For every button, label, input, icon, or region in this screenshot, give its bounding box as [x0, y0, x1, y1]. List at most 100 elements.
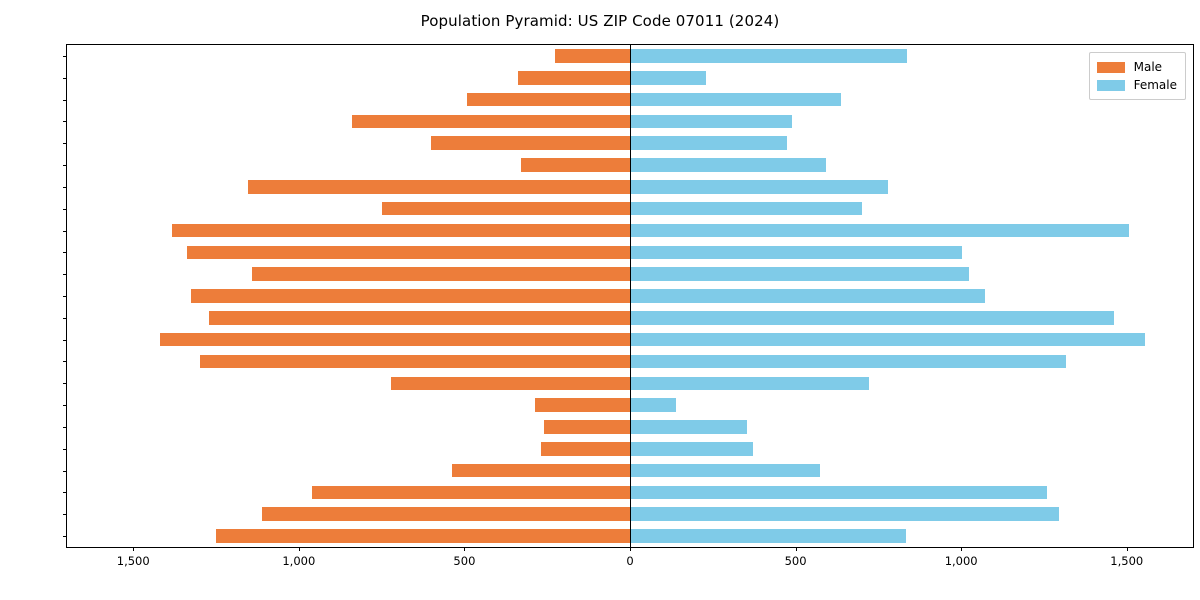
bar-male[interactable]	[248, 180, 630, 194]
bar-male[interactable]	[159, 332, 630, 347]
bar-female[interactable]	[630, 332, 1146, 347]
pyramid-row	[67, 158, 1193, 172]
pyramid-row	[67, 223, 1193, 238]
bar-female[interactable]	[630, 442, 753, 456]
bar-female[interactable]	[630, 311, 1114, 325]
y-tick-mark	[63, 165, 67, 167]
bar-male[interactable]	[543, 420, 630, 434]
x-tick-mark	[133, 547, 135, 551]
x-tick-label: 1,500	[116, 554, 150, 568]
bar-male[interactable]	[312, 485, 630, 500]
bar-male[interactable]	[431, 136, 630, 150]
bar-male[interactable]	[208, 311, 630, 325]
chart-legend[interactable]: Male Female	[1088, 52, 1186, 100]
bar-male[interactable]	[518, 70, 630, 85]
y-tick-mark	[63, 77, 67, 79]
pyramid-row	[67, 463, 1193, 478]
bar-female[interactable]	[630, 507, 1059, 522]
y-tick-mark	[63, 317, 67, 319]
pyramid-row	[67, 311, 1193, 325]
bar-female[interactable]	[630, 354, 1067, 369]
bar-female[interactable]	[630, 158, 827, 172]
y-tick-mark	[63, 121, 67, 123]
legend-label-female: Female	[1133, 78, 1177, 92]
pyramid-row	[67, 289, 1193, 303]
x-tick-mark	[464, 547, 466, 551]
y-tick-mark	[63, 405, 67, 407]
y-tick-mark	[63, 230, 67, 232]
x-tick-label: 1,000	[282, 554, 316, 568]
legend-item-female[interactable]: Female	[1096, 76, 1177, 94]
bar-male[interactable]	[534, 398, 630, 412]
x-tick-mark	[298, 547, 300, 551]
bar-female[interactable]	[630, 463, 821, 478]
bar-female[interactable]	[630, 180, 888, 194]
bar-male[interactable]	[351, 114, 630, 129]
x-tick-label: 500	[453, 554, 476, 568]
bar-female[interactable]	[630, 223, 1129, 238]
y-tick-mark	[63, 296, 67, 297]
y-tick-mark	[63, 274, 67, 276]
bar-male[interactable]	[190, 289, 630, 303]
pyramid-row	[67, 332, 1193, 347]
pyramid-row	[67, 114, 1193, 129]
legend-swatch-male-icon	[1096, 61, 1125, 73]
bar-male[interactable]	[187, 245, 630, 260]
bar-female[interactable]	[630, 70, 706, 85]
plot-area: 85+80-8475-7970-7467-6965-6662-6460-6155…	[63, 44, 1194, 568]
bar-male[interactable]	[541, 442, 630, 456]
y-tick-mark	[63, 492, 67, 494]
legend-label-male: Male	[1133, 60, 1163, 74]
bar-male[interactable]	[520, 158, 630, 172]
bar-male[interactable]	[381, 201, 630, 216]
y-tick-mark	[63, 383, 67, 385]
bar-female[interactable]	[630, 136, 787, 150]
y-tick-mark	[63, 514, 67, 516]
bar-female[interactable]	[630, 201, 862, 216]
bar-male[interactable]	[466, 92, 630, 107]
bar-female[interactable]	[630, 114, 792, 129]
zero-axis-line	[630, 45, 632, 547]
y-tick-mark	[63, 55, 67, 57]
legend-swatch-female-icon	[1096, 79, 1125, 91]
bar-female[interactable]	[630, 92, 841, 107]
y-tick-mark	[63, 252, 67, 254]
bar-female[interactable]	[630, 376, 870, 391]
pyramid-row	[67, 136, 1193, 150]
bar-male[interactable]	[252, 267, 630, 281]
pyramid-row	[67, 245, 1193, 260]
pyramid-row	[67, 201, 1193, 216]
bar-female[interactable]	[630, 398, 677, 412]
y-tick-mark	[63, 339, 67, 341]
y-tick-mark	[63, 186, 67, 188]
bar-female[interactable]	[630, 289, 986, 303]
bar-female[interactable]	[630, 49, 908, 63]
bar-male[interactable]	[390, 376, 630, 391]
bar-female[interactable]	[630, 267, 969, 281]
bar-male[interactable]	[200, 354, 630, 369]
bar-female[interactable]	[630, 485, 1047, 500]
legend-item-male[interactable]: Male	[1096, 58, 1177, 76]
x-tick-mark	[1126, 547, 1128, 551]
pyramid-row	[67, 485, 1193, 500]
bar-male[interactable]	[261, 507, 630, 522]
x-tick-label: 0	[626, 554, 634, 568]
pyramid-row	[67, 49, 1193, 63]
pyramid-row	[67, 180, 1193, 194]
x-tick-mark	[630, 547, 631, 551]
x-tick-mark	[961, 547, 963, 551]
x-tick-label: 500	[784, 554, 807, 568]
pyramid-row	[67, 398, 1193, 412]
pyramid-row	[67, 92, 1193, 107]
bar-female[interactable]	[630, 529, 906, 543]
pyramid-row	[67, 267, 1193, 281]
bar-male[interactable]	[451, 463, 630, 478]
bar-male[interactable]	[555, 49, 630, 63]
bar-male[interactable]	[216, 529, 630, 543]
plot-inner: 85+80-8475-7970-7467-6965-6662-6460-6155…	[63, 45, 1193, 568]
bar-female[interactable]	[630, 420, 747, 434]
bar-male[interactable]	[172, 223, 630, 238]
y-tick-mark	[63, 448, 67, 450]
bar-female[interactable]	[630, 245, 963, 260]
